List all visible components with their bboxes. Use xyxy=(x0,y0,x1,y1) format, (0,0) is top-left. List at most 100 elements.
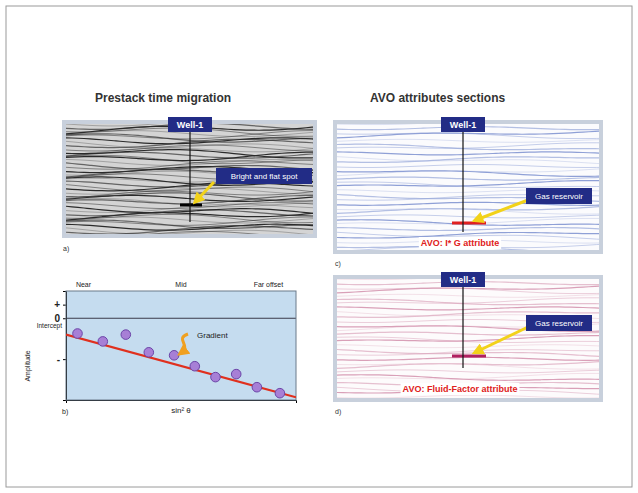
callout-box xyxy=(216,168,312,184)
seismic-reflector xyxy=(337,286,599,293)
well-label: Well-1 xyxy=(177,120,203,130)
well-path xyxy=(189,132,190,222)
seismic-reflector xyxy=(337,156,599,163)
seismic-reflector xyxy=(337,332,599,335)
panel-letter: d) xyxy=(335,408,341,416)
seismic-reflector xyxy=(337,298,599,304)
seismic-reflector xyxy=(337,375,599,381)
x-axis xyxy=(67,401,297,404)
callout-arrow xyxy=(196,182,214,201)
crossplot: +0-sin² θAmplitudeNearMidFar offsetGradi… xyxy=(24,281,297,416)
seismic-reflector xyxy=(337,157,599,163)
annotation: b) xyxy=(62,408,68,416)
seismic-reflector xyxy=(337,169,599,176)
panel-letter: c) xyxy=(335,260,341,268)
x-axis-line xyxy=(67,401,297,404)
reservoir-spot xyxy=(452,222,486,225)
data-point xyxy=(169,351,179,361)
section-background xyxy=(337,124,599,250)
seismic-texture xyxy=(337,279,599,398)
seismic-reflector xyxy=(337,218,599,224)
annotation: Far offset xyxy=(254,281,283,288)
data-point xyxy=(275,388,285,398)
seismic-reflector xyxy=(337,362,599,369)
well-label: Well-1 xyxy=(450,275,476,285)
section-panel: Well-1 Bright and flat spot a) xyxy=(60,117,318,253)
data-point xyxy=(252,382,262,392)
caption-patch xyxy=(419,237,501,249)
data-point xyxy=(121,330,131,340)
seismic-reflector xyxy=(337,181,599,187)
callout-label: Gas reservoir xyxy=(535,319,583,328)
seismic-reflector xyxy=(337,336,599,342)
data-point xyxy=(231,369,241,379)
seismic-reflector xyxy=(337,345,599,348)
callout-label: Gas reservoir xyxy=(535,192,583,201)
callout-label: Bright and flat spot xyxy=(231,172,298,181)
plot-marks xyxy=(66,329,296,398)
gradient-arrow xyxy=(181,334,188,353)
well-label-box xyxy=(168,117,212,132)
plot-frame xyxy=(66,291,296,400)
seismic-reflector xyxy=(337,215,599,218)
callout-box xyxy=(526,188,592,204)
seismic-reflector xyxy=(337,395,599,398)
y-tick: - xyxy=(57,354,66,365)
zero-line xyxy=(66,318,296,319)
data-point xyxy=(211,372,221,382)
x-axis-title: sin² θ xyxy=(171,406,191,415)
y-tick-label: - xyxy=(57,354,60,365)
seismic-texture xyxy=(337,124,599,250)
seismic-reflector xyxy=(337,370,599,373)
caption-patch xyxy=(401,383,520,395)
y-tick-label: + xyxy=(54,299,60,310)
trend-line xyxy=(66,335,296,398)
section-panel: Well-1 Gas reservoir AVO: I* G attribute c) xyxy=(331,117,603,268)
seismic-reflector xyxy=(337,165,599,168)
data-point xyxy=(73,329,83,339)
seismic-reflector xyxy=(337,220,599,226)
annotation: Intercept xyxy=(37,322,62,330)
well-label: Well-1 xyxy=(450,120,476,130)
seismic-reflector xyxy=(66,226,313,234)
figure-title: AVO attributes sections xyxy=(370,91,505,105)
y-axis: +0- xyxy=(54,292,66,401)
data-point xyxy=(98,337,108,347)
seismic-reflector xyxy=(337,349,599,356)
panel-letter: a) xyxy=(63,245,69,253)
annotation: Gradient xyxy=(197,331,228,340)
seismic-reflector xyxy=(337,143,599,149)
seismic-reflector xyxy=(337,131,599,138)
section-background xyxy=(337,279,599,398)
well-label-box xyxy=(441,117,485,132)
seismic-reflector xyxy=(337,207,599,214)
seismic-reflector xyxy=(337,294,599,297)
callout-arrow xyxy=(476,327,528,352)
seismic-reflector xyxy=(337,350,599,356)
figure-title: Prestack time migration xyxy=(95,91,231,105)
callout-arrow xyxy=(476,200,528,220)
data-point xyxy=(190,361,200,371)
callout-box xyxy=(526,315,592,331)
y-axis-title: Amplitude xyxy=(24,350,32,381)
well-label-box xyxy=(441,272,485,287)
well-path xyxy=(462,132,463,232)
seismic-reflector xyxy=(337,139,599,142)
seismic-reflector xyxy=(337,307,599,310)
seismic-texture xyxy=(66,124,313,234)
well-path xyxy=(462,287,463,368)
seismic-reflector xyxy=(337,177,599,180)
section-caption: AVO: Fluid-Factor attribute xyxy=(403,384,518,394)
seismic-reflector xyxy=(337,228,599,231)
reservoir-spot xyxy=(452,355,486,358)
page-frame xyxy=(6,6,632,487)
seismic-reflector xyxy=(337,152,599,155)
annotation: Near xyxy=(76,281,92,288)
figure: Prestack time migration AVO attributes se… xyxy=(0,0,638,493)
data-point xyxy=(144,348,154,358)
plot-background xyxy=(66,291,296,400)
seismic-reflector xyxy=(337,357,599,360)
section-caption: AVO: I* G attribute xyxy=(421,238,499,248)
seismic-reflector xyxy=(66,231,313,234)
seismic-reflector xyxy=(337,373,599,379)
